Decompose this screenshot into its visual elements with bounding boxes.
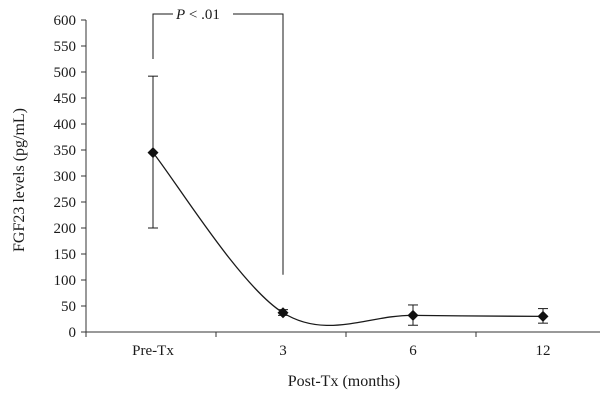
x-tick-label: 6 (409, 343, 417, 359)
data-point (277, 307, 289, 319)
data-point (537, 310, 549, 322)
p-symbol: P (175, 7, 185, 23)
y-tick-label: 400 (54, 117, 77, 133)
y-tick-label: 50 (61, 299, 76, 315)
x-tick-label: Pre-Tx (132, 343, 174, 359)
data-point (407, 309, 419, 321)
y-tick-label: 500 (54, 65, 77, 81)
x-tick-label: 3 (279, 343, 287, 359)
y-axis-title: FGF23 levels (pg/mL) (11, 108, 28, 252)
significance-annotation: P < .01 (152, 7, 284, 275)
y-tick-label: 450 (54, 91, 77, 107)
x-axis-title: Post-Tx (months) (288, 373, 400, 390)
y-tick-label: 350 (54, 143, 77, 159)
p-threshold: < .01 (185, 7, 220, 23)
y-tick-label: 150 (54, 247, 77, 263)
y-tick-label: 550 (54, 39, 77, 55)
p-value-label: P < .01 (175, 7, 220, 23)
series-line (152, 152, 544, 326)
y-tick-label: 100 (54, 273, 77, 289)
y-tick-label: 0 (69, 325, 77, 341)
data-point (147, 147, 159, 159)
y-tick-label: 600 (54, 13, 77, 29)
y-tick-label: 200 (54, 221, 77, 237)
y-tick-label: 250 (54, 195, 77, 211)
plot-area (147, 75, 549, 326)
bracket-left (152, 13, 173, 59)
y-axis: 0 50 100 150 200 250 300 350 400 450 500 550 600 (54, 13, 87, 341)
x-tick-label: 12 (536, 343, 551, 359)
y-tick-label: 300 (54, 169, 77, 185)
bracket-right (233, 13, 284, 275)
x-axis: Pre-Tx 3 6 12 (85, 331, 600, 359)
